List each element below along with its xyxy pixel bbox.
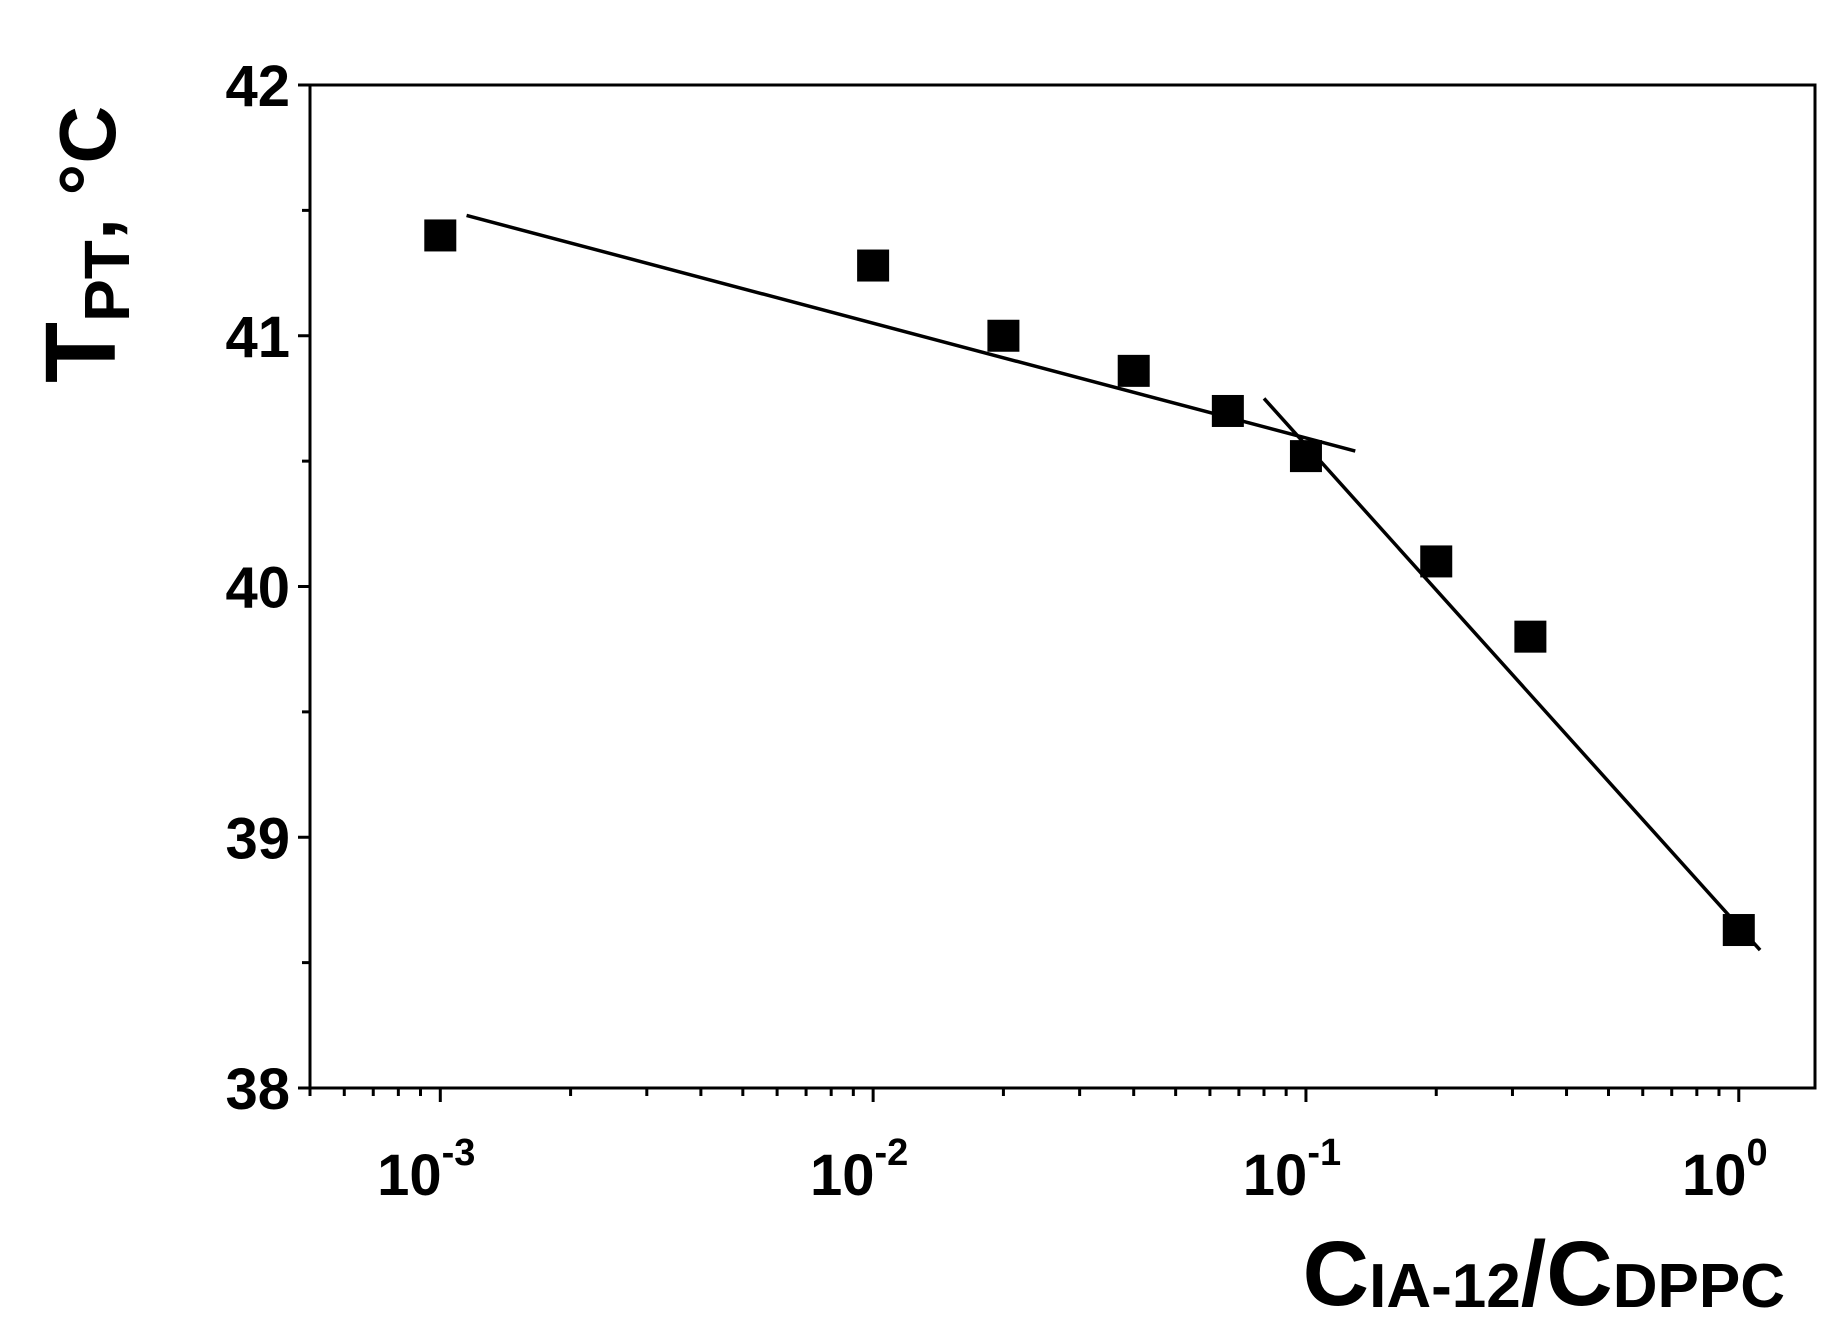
x-axis-ticks: 10-3 10-2 10-1 100 <box>308 1088 1768 1208</box>
data-point <box>1514 620 1547 653</box>
y-axis-title: TPT, °C <box>25 106 143 383</box>
x-tick-label: 10-3 <box>377 1132 475 1208</box>
fit-lines <box>466 213 1762 952</box>
y-axis-ticks: 38 39 40 41 42 <box>225 54 310 1122</box>
y-tick-label: 39 <box>225 806 290 871</box>
x-tick-label: 10-2 <box>810 1132 908 1208</box>
y-tick-label: 42 <box>225 54 290 119</box>
data-point <box>424 219 457 252</box>
data-point <box>1722 914 1755 947</box>
data-point <box>857 249 890 282</box>
data-points <box>424 219 1755 947</box>
x-tick-label: 10-1 <box>1243 1132 1341 1208</box>
data-point <box>987 319 1020 352</box>
y-tick-label: 40 <box>225 556 290 621</box>
y-tick-label: 41 <box>225 305 290 370</box>
y-tick-label: 38 <box>225 1057 290 1122</box>
x-axis-title: CIA-12/CDPPC <box>1303 1223 1785 1325</box>
data-point <box>1211 394 1244 427</box>
data-point <box>1117 354 1150 387</box>
fit-line <box>466 213 1356 453</box>
data-point <box>1289 440 1322 473</box>
data-point <box>1420 545 1453 578</box>
x-tick-label: 100 <box>1682 1132 1768 1208</box>
fit-line <box>1262 397 1762 952</box>
